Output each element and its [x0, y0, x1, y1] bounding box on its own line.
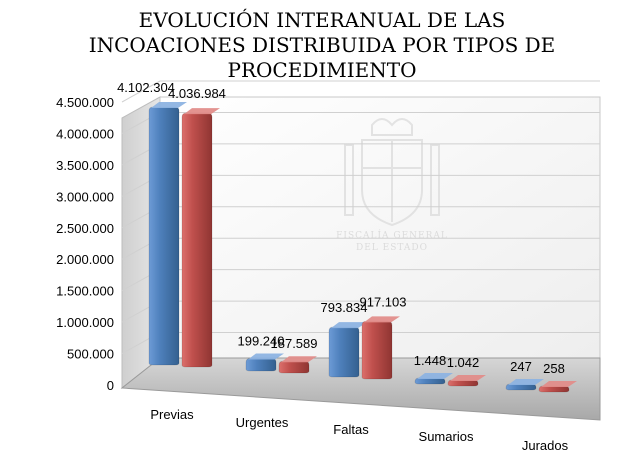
y-tick-label: 2.000.000	[56, 252, 114, 267]
y-axis: 0 500.000 1.000.000 1.500.000 2.000.000 2.500…	[56, 95, 114, 393]
data-label: 199.240	[238, 333, 285, 348]
bar-body	[505, 383, 537, 391]
y-tick-label: 4.500.000	[56, 95, 114, 110]
chart-title-line-1: EVOLUCIÓN INTERANUAL DE LAS	[139, 7, 506, 32]
bar-body	[538, 385, 570, 393]
bar-body	[328, 326, 360, 378]
bar-top	[541, 381, 577, 387]
y-tick-label: 4.000.000	[56, 126, 114, 141]
bar-body	[278, 360, 310, 374]
chart-title: EVOLUCIÓN INTERANUAL DE LAS INCOACIONES …	[89, 7, 556, 82]
bar-top	[151, 102, 187, 109]
bar-jurados-0	[505, 379, 544, 391]
bar-top	[508, 379, 544, 385]
bar-sumarios-1	[447, 375, 486, 387]
data-label: 1.448	[414, 353, 447, 368]
data-label: 258	[543, 361, 565, 376]
bar-jurados-1	[538, 381, 577, 393]
data-label: 247	[510, 359, 532, 374]
data-label: 187.589	[271, 336, 318, 351]
bars	[148, 102, 577, 393]
bar-faltas-0	[328, 322, 367, 378]
data-label: 917.103	[360, 294, 407, 309]
bar-body	[447, 379, 479, 387]
x-category-label: Urgentes	[236, 415, 289, 430]
gridline-side	[121, 80, 161, 103]
bar-previas-1	[181, 108, 220, 368]
data-label: 4.102.304	[117, 80, 175, 95]
y-tick-label: 3.000.000	[56, 189, 114, 204]
data-label: 1.042	[447, 355, 480, 370]
bar-body	[148, 106, 180, 366]
bar-body	[361, 320, 393, 380]
bar-body	[414, 377, 446, 385]
y-tick-label: 500.000	[67, 347, 114, 362]
bar-urgentes-1	[278, 356, 317, 374]
y-tick-label: 1.500.000	[56, 284, 114, 299]
data-label: 4.036.984	[168, 86, 226, 101]
bar-top	[417, 373, 453, 379]
bar-sumarios-0	[414, 373, 453, 385]
data-label: 793.834	[321, 300, 368, 315]
bar-top	[248, 353, 284, 360]
bar-previas-0	[148, 102, 187, 366]
bar-top	[450, 375, 486, 381]
bar-body	[245, 358, 277, 372]
coat-of-arms-icon	[344, 118, 440, 227]
bar-top	[364, 316, 400, 323]
chart-title-line-3: PROCEDIMIENTO	[228, 58, 417, 82]
y-tick-label: 1.000.000	[56, 315, 114, 330]
x-category-label: Previas	[150, 407, 194, 422]
watermark-line-1: FISCALÍA GENERAL	[336, 229, 448, 241]
bar-body	[181, 112, 213, 368]
y-tick-label: 2.500.000	[56, 221, 114, 236]
bar-top	[281, 356, 317, 363]
bar-top	[331, 322, 367, 329]
watermark-line-2: DEL ESTADO	[356, 243, 428, 253]
gridlines	[121, 80, 600, 354]
bar-faltas-1	[361, 316, 400, 380]
y-tick-label: 3.500.000	[56, 158, 114, 173]
x-category-label: Faltas	[333, 422, 369, 437]
bar-top	[184, 108, 220, 115]
x-axis: Previas Urgentes Faltas Sumarios Jurados	[150, 407, 568, 453]
chart-title-line-2: INCOACIONES DISTRIBUIDA POR TIPOS DE	[89, 33, 556, 57]
y-tick-label: 0	[107, 378, 114, 393]
x-category-label: Sumarios	[419, 429, 474, 444]
floor	[120, 357, 601, 421]
bar-urgentes-0	[245, 353, 284, 372]
x-category-label: Jurados	[522, 438, 569, 453]
